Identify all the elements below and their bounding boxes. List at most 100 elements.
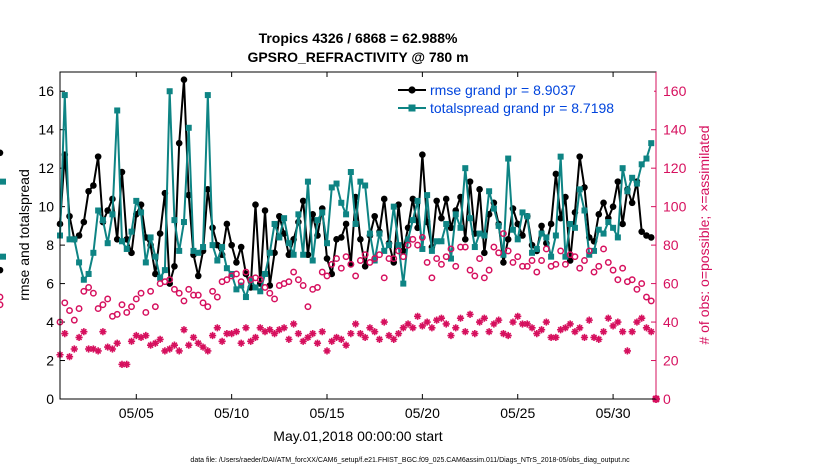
spread-point	[95, 207, 102, 214]
obs-possible-point	[571, 253, 579, 261]
spread-point	[90, 249, 97, 256]
spread-point	[524, 213, 531, 220]
spread-point	[433, 238, 440, 245]
obs-assimilated-point	[447, 331, 455, 340]
obs-assimilated-point	[604, 314, 612, 322]
obs-assimilated-point	[75, 333, 83, 342]
obs-possible-point	[199, 299, 207, 307]
spread-point	[147, 234, 154, 241]
obs-possible-point	[333, 255, 340, 263]
obs-possible-point	[380, 274, 388, 282]
obs-assimilated-point	[261, 328, 269, 336]
rmse-point	[476, 186, 483, 193]
obs-assimilated-point	[628, 328, 636, 336]
chart-title-line1: Tropics 4326 / 6868 = 62.988%	[259, 30, 458, 46]
obs-assimilated-point	[218, 337, 226, 345]
obs-possible-point	[437, 260, 445, 268]
rmse-point	[0, 149, 4, 157]
rmse-point	[500, 259, 507, 266]
spread-point	[300, 251, 307, 258]
rmse-point	[447, 224, 455, 232]
obs-assimilated-point	[423, 318, 431, 326]
rmse-point	[438, 214, 445, 222]
legend-rmse-label: rmse grand pr = 8.9037	[430, 82, 576, 98]
spread-point	[371, 257, 378, 264]
obs-possible-point	[509, 258, 517, 266]
spread-point	[533, 245, 540, 252]
obs-possible-point	[471, 272, 479, 280]
spread-point	[0, 178, 6, 185]
obs-assimilated-point	[232, 328, 241, 336]
obs-assimilated-point	[461, 328, 469, 336]
rmse-point	[461, 236, 469, 243]
obs-assimilated-point	[557, 326, 565, 334]
obs-possible-point	[523, 262, 531, 270]
obs-possible-point	[266, 289, 274, 297]
obs-assimilated-point	[146, 341, 155, 349]
spread-point	[295, 211, 302, 218]
spread-point	[204, 92, 211, 99]
obs-assimilated-point	[342, 341, 350, 349]
obs-assimilated-point	[61, 330, 69, 338]
obs-assimilated-point	[580, 333, 589, 342]
x-tick-label: 05/10	[214, 405, 249, 421]
spread-point	[133, 197, 140, 204]
spread-point	[595, 226, 602, 233]
obs-possible-point	[299, 282, 307, 289]
obs-assimilated-point	[361, 333, 369, 342]
obs-assimilated-point	[142, 331, 150, 340]
spread-point	[85, 270, 92, 277]
obs-possible-point	[356, 257, 364, 264]
legend: rmse grand pr = 8.9037 totalspread grand…	[394, 78, 654, 118]
rmse-point	[371, 212, 378, 220]
rmse-point	[419, 151, 426, 159]
obs-assimilated-point	[609, 322, 617, 330]
obs-assimilated-point	[466, 310, 474, 318]
obs-possible-point	[132, 295, 140, 303]
rmse-point	[104, 207, 111, 214]
y-tick-label-left: 10	[38, 199, 54, 215]
rmse-point	[214, 241, 221, 249]
obs-possible-point	[261, 283, 269, 291]
spread-point	[176, 247, 183, 254]
y-tick-label-left: 2	[46, 353, 54, 369]
spread-point	[352, 220, 359, 227]
spread-point	[271, 220, 278, 227]
x-tick-label: 05/30	[596, 405, 631, 421]
rmse-point	[647, 234, 655, 241]
spread-point	[648, 140, 655, 147]
y-tick-label-right: 80	[663, 237, 679, 253]
spread-point	[581, 207, 588, 214]
obs-assimilated-point	[375, 335, 384, 343]
series-3	[56, 310, 655, 368]
obs-possible-point	[304, 303, 312, 311]
spread-point	[428, 247, 435, 254]
obs-possible-point	[371, 255, 379, 263]
rmse-point	[433, 197, 440, 205]
obs-assimilated-point	[299, 337, 307, 345]
obs-assimilated-point	[490, 320, 498, 328]
legend-rmse-marker	[408, 86, 416, 94]
obs-assimilated-point	[385, 331, 393, 340]
spread-point	[99, 217, 106, 224]
obs-assimilated-point	[70, 345, 78, 353]
obs-possible-point	[151, 303, 159, 311]
obs-assimilated-point	[113, 339, 121, 347]
obs-assimilated-point	[318, 328, 326, 336]
spread-point	[471, 244, 478, 251]
spread-point	[114, 107, 121, 114]
obs-assimilated-point	[294, 330, 302, 338]
obs-assimilated-point	[623, 347, 631, 355]
rmse-point	[228, 241, 235, 249]
spread-point	[438, 238, 445, 245]
obs-possible-point	[242, 268, 250, 276]
spread-point	[190, 247, 197, 254]
spread-point	[624, 188, 631, 195]
y-tick-label-right: 20	[663, 353, 679, 369]
obs-possible-point	[647, 297, 655, 305]
spread-point	[285, 240, 292, 247]
rmse-point	[614, 178, 622, 185]
obs-possible-point	[352, 272, 360, 280]
y-tick-label-right: 100	[663, 199, 687, 215]
obs-assimilated-point	[399, 324, 407, 332]
